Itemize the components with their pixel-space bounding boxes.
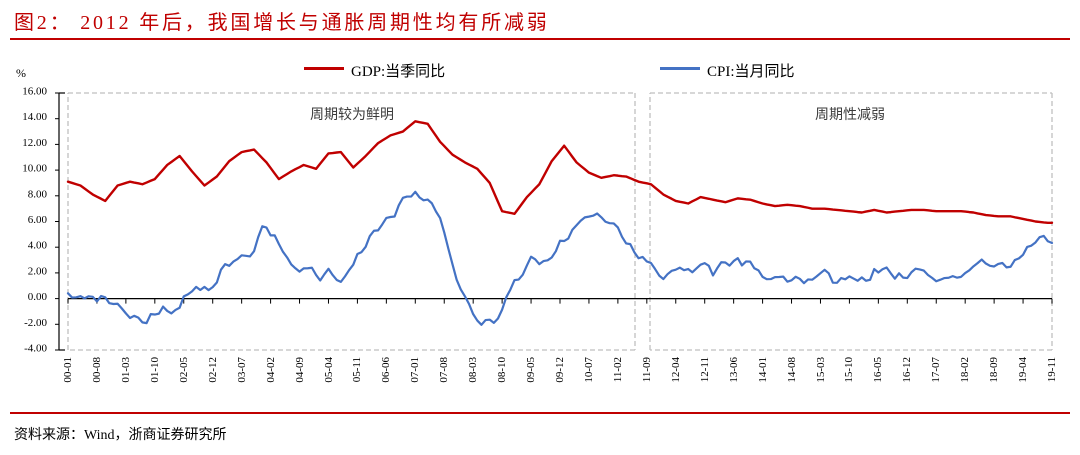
svg-text:2.00: 2.00 <box>28 265 48 277</box>
svg-text:4.00: 4.00 <box>28 240 48 252</box>
svg-text:10.00: 10.00 <box>22 163 47 175</box>
svg-text:16.00: 16.00 <box>22 86 47 98</box>
svg-text:-4.00: -4.00 <box>24 343 47 355</box>
svg-text:14.00: 14.00 <box>22 111 47 123</box>
svg-text:12.00: 12.00 <box>22 137 47 149</box>
svg-text:6.00: 6.00 <box>28 214 48 226</box>
svg-text:-2.00: -2.00 <box>24 317 47 329</box>
svg-text:0.00: 0.00 <box>28 291 48 303</box>
svg-text:8.00: 8.00 <box>28 188 48 200</box>
